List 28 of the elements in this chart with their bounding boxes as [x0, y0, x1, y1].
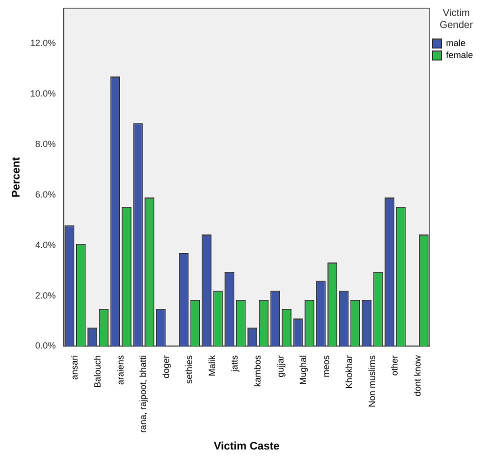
y-tick-label: 10.0%	[30, 88, 56, 99]
x-tick-label: Non muslims	[366, 354, 377, 408]
x-tick-label: ansari	[70, 355, 80, 380]
y-tick-label: 2.0%	[35, 290, 56, 300]
x-tick-label: Malik	[206, 354, 217, 376]
y-axis-title: Percent	[10, 156, 23, 198]
y-tick-label: 8.0%	[35, 139, 56, 150]
x-tick-label: sethies	[184, 354, 194, 384]
y-tick-label: 4.0%	[35, 240, 56, 250]
x-tick-label: Khokhar	[344, 355, 354, 389]
x-tick-label: Mughal	[298, 355, 308, 385]
x-tick-label: other	[390, 355, 400, 376]
x-tick-label: doger	[161, 355, 172, 378]
y-tick-label: 6.0%	[35, 189, 56, 200]
y-tick-label: 12.0%	[30, 38, 56, 48]
legend-label: female	[446, 50, 473, 60]
x-tick-label: rana, rajpoot, bhatti	[138, 355, 148, 433]
x-tick-label: araiens	[115, 354, 126, 385]
x-tick-label: jatts	[230, 354, 240, 373]
legend-title: Victim Gender	[440, 8, 474, 31]
x-axis-title: Victim Caste	[214, 440, 280, 452]
x-tick-label: meos	[321, 354, 332, 378]
x-tick-label: dont know	[412, 354, 423, 396]
legend-label: male	[446, 38, 466, 48]
x-tick-label: Balouch	[92, 355, 102, 388]
x-tick-label: gujjar	[275, 355, 286, 378]
y-tick-label: 0.0%	[35, 340, 56, 351]
x-tick-label: kambos	[252, 354, 263, 387]
